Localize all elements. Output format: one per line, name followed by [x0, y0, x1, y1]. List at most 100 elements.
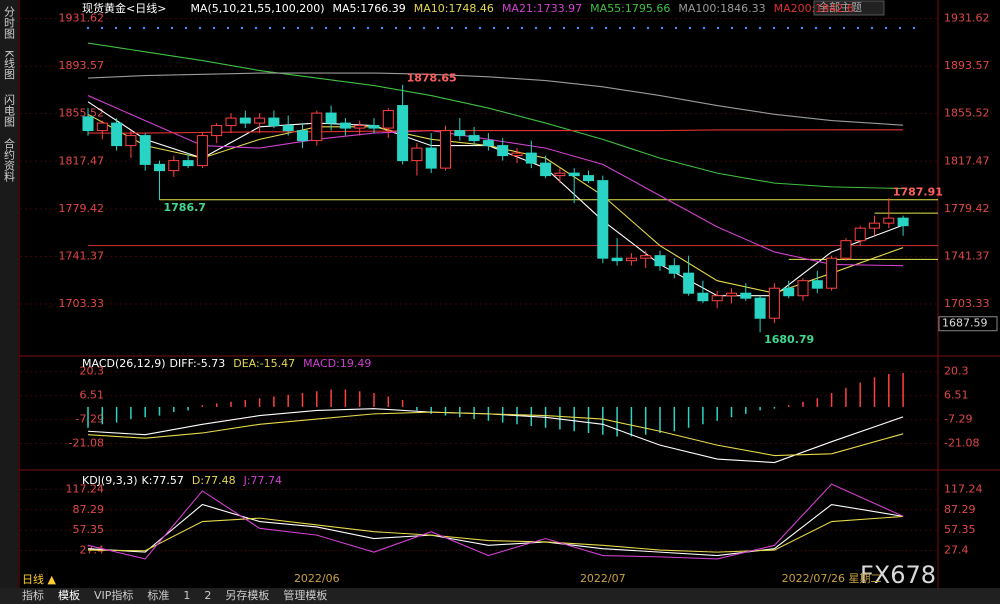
y-tick-label: 1817.47	[59, 154, 105, 167]
candle-body	[754, 297, 766, 319]
marker-dot	[170, 26, 174, 30]
candle-body	[697, 292, 709, 302]
candle-body	[554, 172, 566, 177]
marker-dot	[394, 26, 398, 30]
toolbar-item[interactable]: VIP指标	[94, 588, 133, 602]
y-tick-label: 1817.47	[944, 154, 990, 167]
legend-item: MACD:19.49	[303, 357, 371, 370]
sidebar	[0, 0, 18, 588]
candle-body	[511, 152, 523, 157]
toolbar	[0, 588, 1000, 604]
legend-item: MA100:1846.33	[678, 2, 765, 15]
toolbar-item[interactable]: 模板	[58, 588, 80, 602]
legend-item: MA200:1842.6	[774, 2, 854, 15]
marker-dot	[520, 26, 524, 30]
candle-body	[854, 227, 866, 242]
marker-dot	[912, 26, 916, 30]
marker-dot	[338, 26, 342, 30]
y-tick-label: 1893.57	[59, 59, 105, 72]
candle-body	[325, 112, 337, 124]
marker-dot	[128, 26, 132, 30]
marker-dot	[296, 26, 300, 30]
indicator-line	[87, 411, 904, 457]
marker-dot	[282, 26, 286, 30]
candle-body	[482, 140, 494, 147]
y-tick-label: 117.24	[944, 482, 983, 495]
marker-dot	[492, 26, 496, 30]
candle-body	[625, 257, 637, 262]
y-tick-label: 117.24	[66, 482, 105, 495]
candle-body	[525, 152, 537, 164]
marker-dot	[632, 26, 636, 30]
candle-body	[740, 292, 752, 299]
y-tick-label: 1893.57	[944, 59, 990, 72]
theme-label[interactable]: 全部主题	[818, 0, 862, 14]
candle-body	[297, 130, 308, 142]
marker-dot	[576, 26, 580, 30]
candle-body	[897, 217, 909, 227]
marker-dot	[646, 26, 650, 30]
watermark: FX678	[860, 561, 936, 589]
candle-body	[411, 147, 423, 162]
y-tick-label: 20.3	[944, 365, 969, 378]
candle-body	[654, 255, 666, 267]
candle-body	[540, 162, 552, 177]
y-tick-label: 1741.37	[944, 249, 990, 262]
candle-body	[111, 122, 123, 147]
candle-body	[82, 116, 94, 132]
candle-body	[311, 112, 323, 142]
toolbar-item[interactable]: 管理模板	[283, 588, 327, 602]
candle-body	[611, 257, 623, 262]
marker-dot	[856, 26, 860, 30]
sidebar-tab[interactable]: 分时图	[3, 6, 16, 40]
y-tick-label: 1703.33	[59, 297, 105, 310]
marker-dot	[114, 26, 118, 30]
marker-dot	[828, 26, 832, 30]
legend-item: DEA:-15.47	[233, 357, 295, 370]
toolbar-item[interactable]: 另存模板	[225, 588, 269, 602]
chart-title: KDJ(9,3,3)	[82, 474, 138, 487]
marker-dot	[758, 26, 762, 30]
legend-item: DIFF:-5.73	[170, 357, 226, 370]
candle-body	[454, 130, 466, 137]
toolbar-item[interactable]: 指标	[22, 588, 44, 602]
theme-button[interactable]	[813, 0, 885, 16]
chart-title: 现货黄金<日线>	[82, 1, 166, 15]
marker-dot	[268, 26, 272, 30]
sidebar-tab[interactable]: K线图	[3, 50, 16, 80]
y-tick-label: -21.08	[69, 437, 104, 450]
marker-dot	[436, 26, 440, 30]
legend-item: J:77.74	[243, 474, 282, 487]
y-tick-label: 1703.33	[944, 297, 990, 310]
candle-body	[468, 135, 480, 142]
candle-body	[182, 160, 194, 167]
marker-dot	[408, 26, 412, 30]
candle-body	[840, 240, 852, 259]
marker-dot	[786, 26, 790, 30]
toolbar-item[interactable]: 标准	[147, 588, 169, 602]
indicator-line	[87, 483, 904, 560]
y-tick-label: 20.3	[80, 365, 105, 378]
marker-dot	[842, 26, 846, 30]
indicator-line	[87, 515, 904, 553]
candle-body	[768, 287, 780, 319]
marker-dot	[240, 26, 244, 30]
price-box	[938, 316, 998, 332]
price-annotation: 1786.7	[164, 201, 206, 214]
candle-body	[254, 117, 266, 124]
candle-body	[711, 295, 723, 302]
sidebar-tab[interactable]: 闪电图	[3, 93, 16, 128]
toolbar-item[interactable]: 1	[183, 589, 190, 602]
candle-body	[125, 135, 137, 147]
period[interactable]: 日线 ▲	[22, 572, 56, 586]
sidebar-tab[interactable]: 合约资料	[3, 137, 16, 183]
y-tick-label: 1855.52	[944, 107, 990, 120]
y-tick-label: 6.51	[944, 389, 969, 402]
toolbar-item[interactable]: 2	[204, 589, 211, 602]
candle-body	[282, 125, 294, 132]
x-label: 2022/06	[294, 572, 340, 585]
y-tick-label: 1855.52	[59, 107, 105, 120]
marker-dot	[730, 26, 734, 30]
marker-dot	[744, 26, 748, 30]
y-tick-label: -21.08	[944, 437, 979, 450]
